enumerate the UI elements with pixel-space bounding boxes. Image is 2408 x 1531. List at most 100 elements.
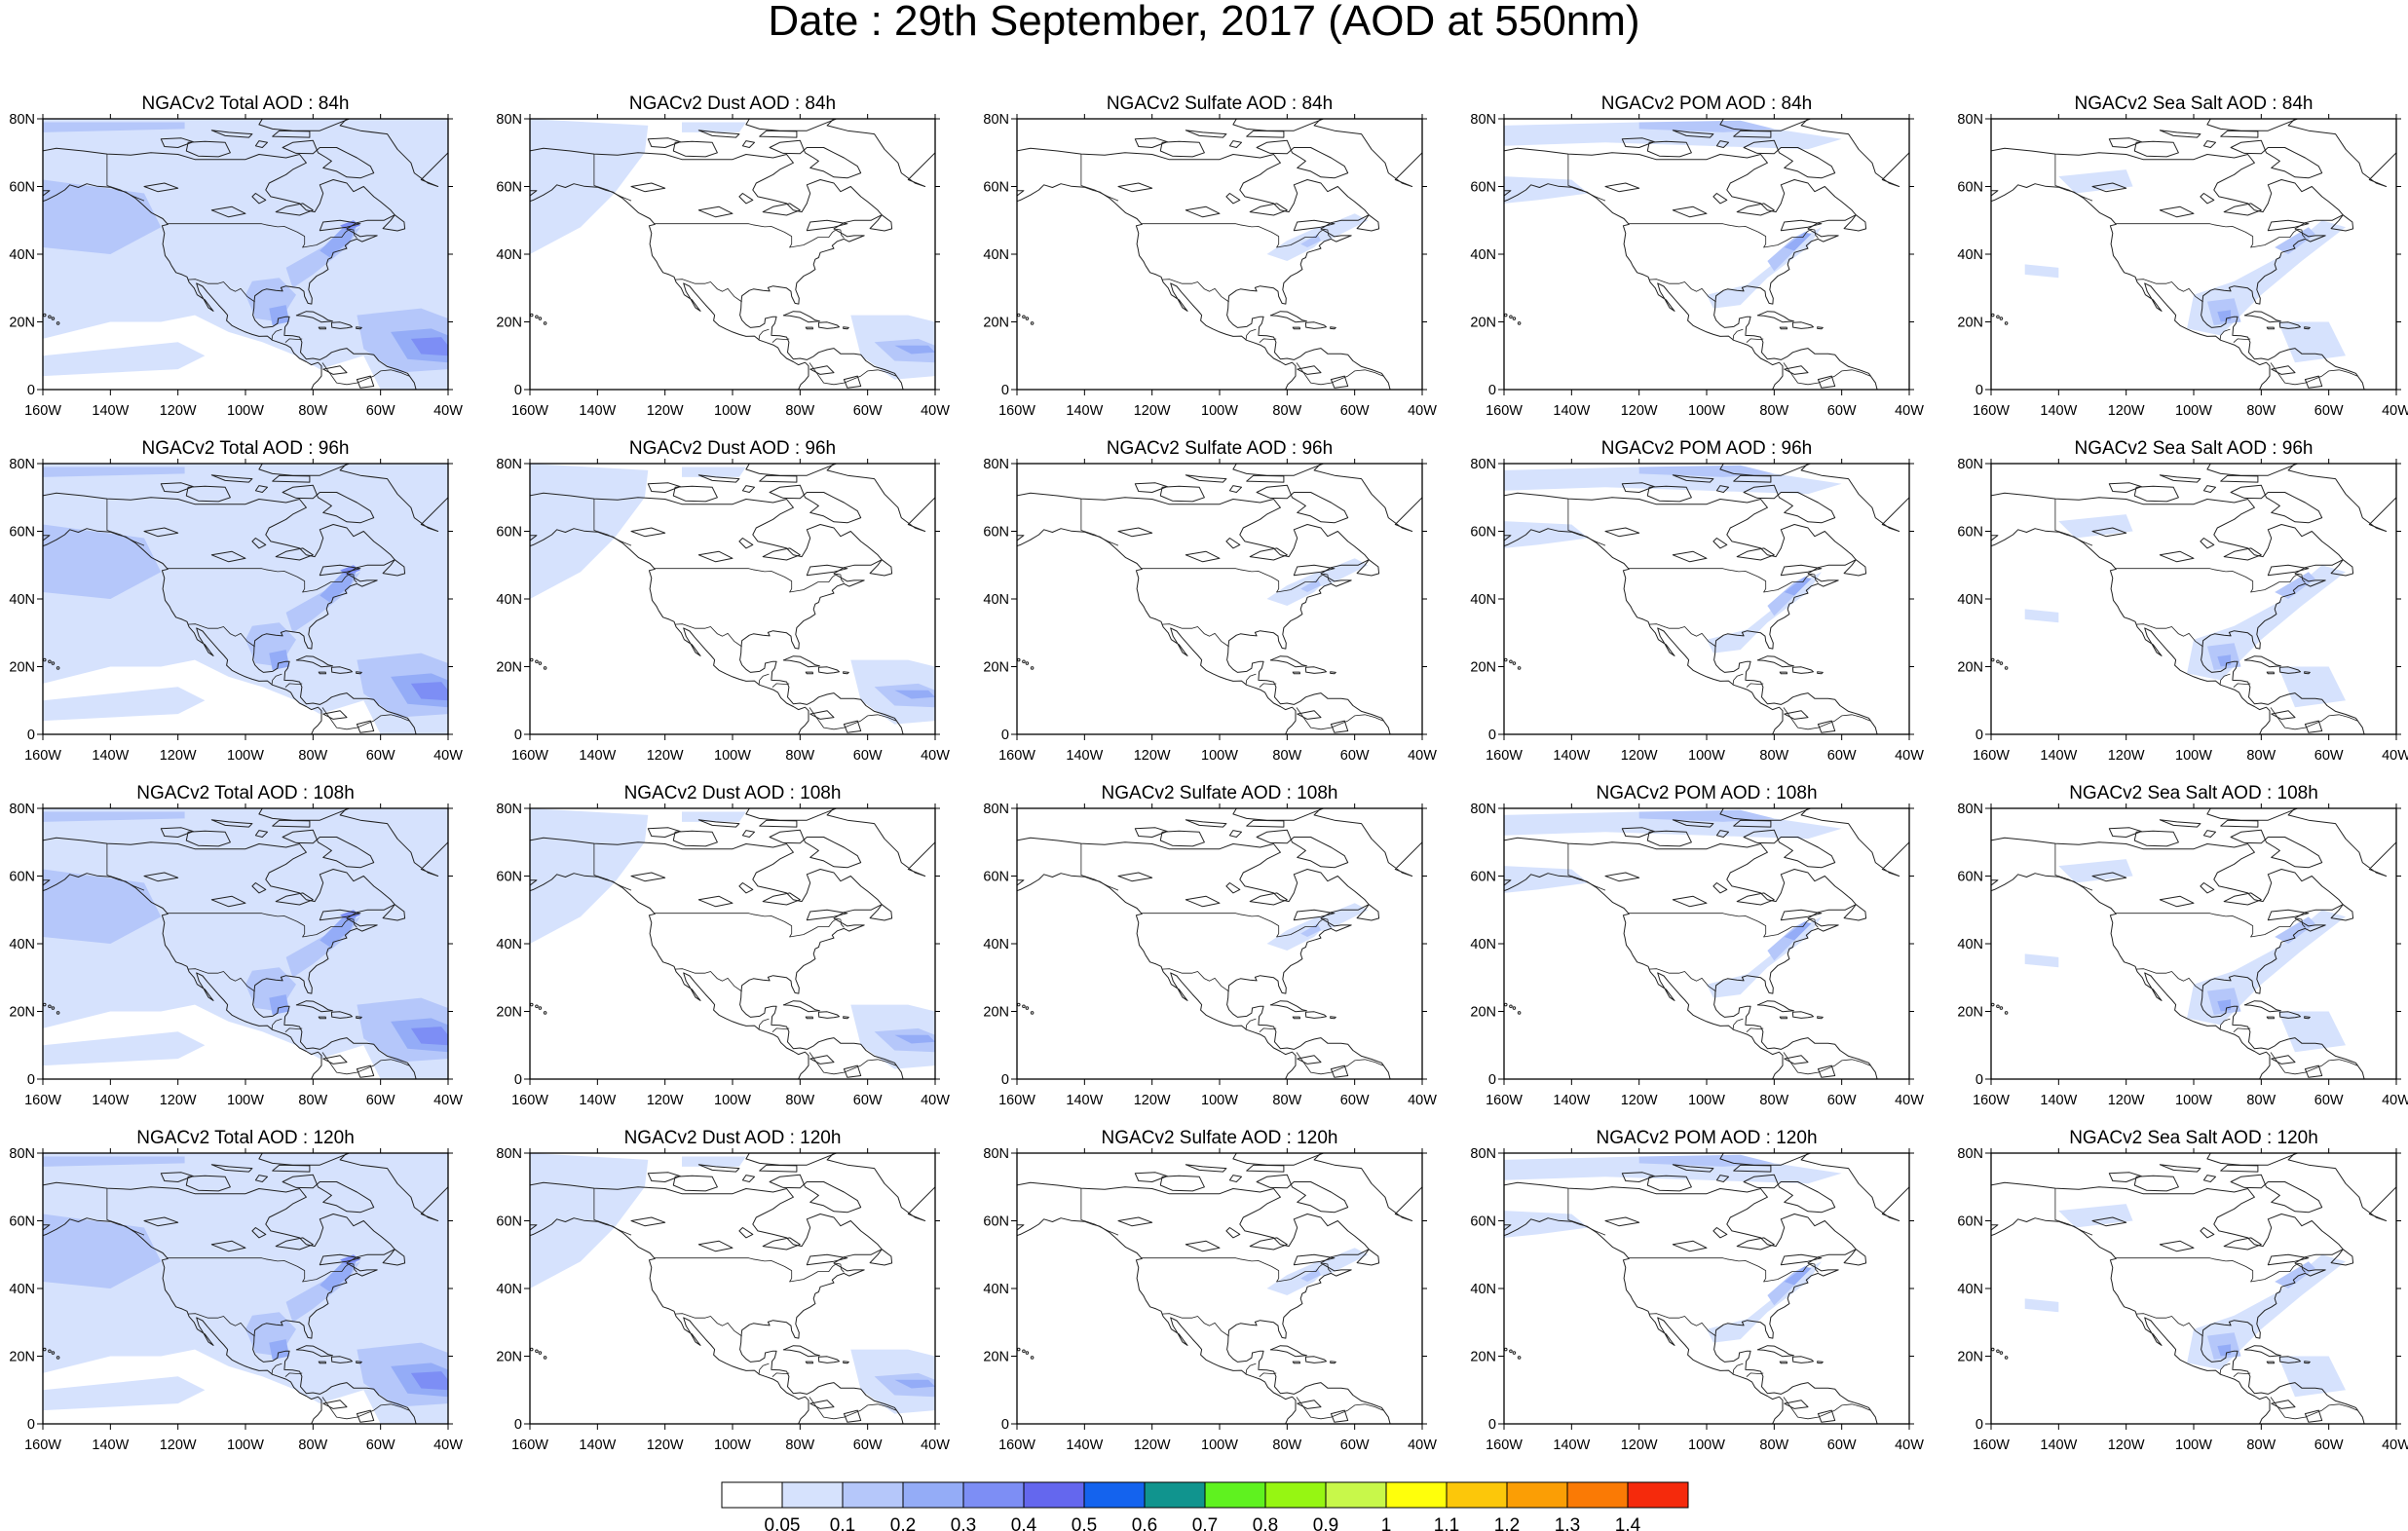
lat-tick-label: 0 <box>1001 1417 1009 1433</box>
lon-tick-label: 60W <box>2314 1093 2344 1108</box>
lat-tick-label: 0 <box>514 728 522 743</box>
lon-tick-label: 160W <box>511 748 548 764</box>
lon-tick-label: 140W <box>579 748 616 764</box>
lon-tick-label: 120W <box>160 1093 197 1108</box>
aod-patch <box>2277 1011 2346 1053</box>
lon-tick-label: 40W <box>433 1438 463 1453</box>
lon-tick-label: 160W <box>1486 403 1523 419</box>
aod-patch <box>43 687 206 722</box>
lon-tick-label: 140W <box>92 748 129 764</box>
lon-tick-label: 60W <box>1827 1093 1857 1108</box>
lon-tick-label: 100W <box>1688 1093 1725 1108</box>
lat-tick-label: 80N <box>496 112 522 128</box>
aod-field <box>530 119 935 380</box>
aod-patch <box>320 225 357 258</box>
lon-tick-label: 40W <box>433 403 463 419</box>
lon-tick-label: 40W <box>2382 748 2408 764</box>
lat-tick-label: 40N <box>983 937 1009 952</box>
map-panel: NGACv2 Total AOD : 96h 80N 60N 40N 20N 0 160W 1… <box>9 438 463 764</box>
lat-tick-label: 60N <box>496 870 522 885</box>
lon-tick-label: 100W <box>714 748 751 764</box>
lat-tick-label: 60N <box>1957 180 1983 196</box>
aod-patch <box>1504 866 1589 893</box>
aod-patch <box>2024 953 2059 968</box>
lon-tick-label: 80W <box>298 1438 327 1453</box>
aod-patch <box>874 338 935 363</box>
lat-tick-label: 40N <box>1470 1282 1496 1297</box>
lon-tick-label: 160W <box>511 1438 548 1453</box>
panel-title: NGACv2 POM AOD : 84h <box>1601 93 1812 114</box>
lat-tick-label: 80N <box>1470 802 1496 817</box>
lon-tick-label: 140W <box>579 1093 616 1108</box>
lon-tick-label: 60W <box>2314 1438 2344 1453</box>
lon-tick-label: 40W <box>1408 1438 1437 1453</box>
aod-patch <box>2275 227 2315 254</box>
lon-tick-label: 140W <box>2040 748 2077 764</box>
lon-tick-label: 80W <box>1272 1438 1301 1453</box>
panel-title: NGACv2 Sea Salt AOD : 96h <box>2074 438 2313 459</box>
lat-tick-label: 60N <box>983 180 1009 196</box>
coastline <box>1504 1153 1909 1424</box>
lat-tick-label: 80N <box>9 112 35 128</box>
lat-tick-label: 0 <box>1488 383 1496 398</box>
lon-tick-label: 40W <box>921 403 950 419</box>
lon-tick-label: 40W <box>1895 1438 1924 1453</box>
coastline <box>43 1153 448 1424</box>
aod-patch <box>2217 654 2232 667</box>
lon-tick-label: 80W <box>1759 403 1788 419</box>
lon-tick-label: 60W <box>1827 748 1857 764</box>
lon-tick-label: 120W <box>1134 748 1171 764</box>
lat-tick-label: 0 <box>27 383 35 398</box>
lat-tick-label: 20N <box>9 1350 35 1365</box>
coastline <box>1504 119 1909 390</box>
lon-tick-label: 100W <box>1201 1093 1238 1108</box>
lon-tick-label: 120W <box>1621 748 1658 764</box>
lon-tick-label: 80W <box>1759 1438 1788 1453</box>
aod-patch <box>1784 577 1812 596</box>
aod-patch <box>43 179 162 254</box>
lat-tick-label: 40N <box>1957 1282 1983 1297</box>
lon-tick-label: 120W <box>1134 1093 1171 1108</box>
lon-tick-label: 40W <box>921 1093 950 1108</box>
lon-tick-label: 40W <box>433 748 463 764</box>
aod-patch <box>2024 1298 2059 1313</box>
lon-tick-label: 100W <box>1688 403 1725 419</box>
lat-tick-label: 20N <box>1957 316 1983 331</box>
lon-tick-label: 160W <box>998 748 1035 764</box>
aod-patch <box>2277 321 2346 363</box>
aod-patch <box>43 1214 162 1288</box>
lat-tick-label: 0 <box>514 383 522 398</box>
lat-tick-label: 40N <box>983 247 1009 263</box>
aod-patch <box>43 1031 206 1066</box>
colorbar-label: 0.6 <box>1132 1515 1157 1531</box>
aod-patch <box>2277 666 2346 708</box>
lat-tick-label: 80N <box>496 1146 522 1162</box>
aod-patch <box>2187 220 2346 336</box>
lat-tick-label: 60N <box>1957 870 1983 885</box>
aod-patch <box>410 1371 448 1391</box>
lon-tick-label: 160W <box>998 403 1035 419</box>
colorbar-label: 0.1 <box>830 1515 855 1531</box>
lat-tick-label: 80N <box>9 1146 35 1162</box>
aod-patch <box>2058 169 2133 194</box>
map-panel: NGACv2 Dust AOD : 96h 80N 60N 40N 20N 0 160W 14… <box>496 438 950 764</box>
lon-tick-label: 140W <box>92 403 129 419</box>
lat-tick-label: 40N <box>1957 247 1983 263</box>
lon-tick-label: 140W <box>1066 1093 1103 1108</box>
lon-tick-label: 40W <box>1408 748 1437 764</box>
lat-tick-label: 80N <box>9 457 35 472</box>
colorbar-label: 1.3 <box>1555 1515 1580 1531</box>
lat-tick-label: 0 <box>27 1072 35 1088</box>
aod-patch <box>2058 859 2133 883</box>
aod-patch <box>2058 514 2133 539</box>
colorbar-swatch <box>1325 1481 1387 1509</box>
map-panel: NGACv2 Total AOD : 120h 80N 60N 40N 20N 0 160W… <box>9 1128 463 1453</box>
colorbar-label: 0.05 <box>765 1515 801 1531</box>
lat-tick-label: 60N <box>9 180 35 196</box>
lon-tick-label: 40W <box>2382 1438 2408 1453</box>
lon-tick-label: 160W <box>1973 748 2010 764</box>
lon-tick-label: 100W <box>227 1093 264 1108</box>
colorbar-label: 1.1 <box>1434 1515 1459 1531</box>
aod-patch <box>2275 572 2315 599</box>
